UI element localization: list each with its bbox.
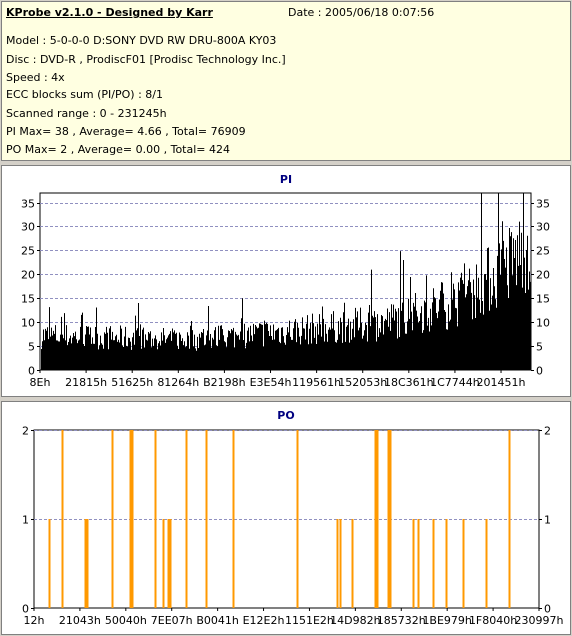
pi-ytick-label-right: 35 xyxy=(536,198,550,211)
po-ytick-label: 0 xyxy=(22,603,29,616)
po-ytick-label: 1 xyxy=(22,514,29,527)
po-ytick-label-right: 1 xyxy=(544,514,551,527)
po-chart-title: PO xyxy=(277,409,294,422)
info-panel: KProbe v2.1.0 - Designed by Karr Date : … xyxy=(1,1,571,161)
pi-ytick-label: 0 xyxy=(28,365,35,378)
pi-xtick-label: 51625h xyxy=(111,376,153,389)
po-xtick-label: 12h xyxy=(24,614,45,627)
po-xtick-label: 230997h xyxy=(515,614,564,627)
pi-xtick-label: E3E54h xyxy=(250,376,292,389)
pi-xtick-label: B2198h xyxy=(203,376,246,389)
pi-ytick-label-right: 5 xyxy=(536,341,543,354)
pi-ytick-label-right: 20 xyxy=(536,269,550,282)
pi-xtick-label: 18C361h xyxy=(384,376,434,389)
pi-ytick-label: 15 xyxy=(21,293,35,306)
scan-date: Date : 2005/06/18 0:07:56 xyxy=(288,6,435,19)
speed-line: Speed : 4x xyxy=(6,71,65,84)
pi-xtick-label: 21815h xyxy=(65,376,107,389)
disc-line: Disc : DVD-R , ProdiscF01 [Prodisc Techn… xyxy=(6,53,286,66)
po-ytick-label-right: 2 xyxy=(544,425,551,438)
po-ytick-label-right: 0 xyxy=(544,603,551,616)
pi-ytick-label: 5 xyxy=(28,341,35,354)
pi-chart-title: PI xyxy=(280,173,292,186)
po-xtick-label: 1F8040h xyxy=(469,614,517,627)
pi-ytick-label: 30 xyxy=(21,221,35,234)
pi-ytick-label: 25 xyxy=(21,245,35,258)
pi-ytick-label-right: 25 xyxy=(536,245,550,258)
po-xtick-label: E12E2h xyxy=(243,614,285,627)
po-xtick-label: 7EE07h xyxy=(151,614,193,627)
pi-ytick-label-right: 0 xyxy=(536,365,543,378)
pi-xtick-label: 81264h xyxy=(157,376,199,389)
pi-ytick-label-right: 15 xyxy=(536,293,550,306)
range-line: Scanned range : 0 - 231245h xyxy=(6,107,167,120)
po-ytick-label: 2 xyxy=(22,425,29,438)
po-chart: PO 0 0 1 1 2 2 12h 21043h 50040h 7EE07h B0041h E12E… xyxy=(22,409,564,627)
pi-xtick-label: 1C7744h xyxy=(430,376,480,389)
po-summary-line: PO Max= 2 , Average= 0.00 , Total= 424 xyxy=(6,143,230,156)
po-xtick-label: 14D982h xyxy=(330,614,380,627)
pi-xtick-label: 201451h xyxy=(477,376,526,389)
pi-chart-panel: PI 0 0 5 5 10 10 15 15 20 20 25 25 30 30 35 35 8Eh 21815h… xyxy=(1,165,571,397)
po-xtick-label: 1151E2h xyxy=(285,614,334,627)
po-xtick-label: B0041h xyxy=(196,614,239,627)
po-xtick-label: 21043h xyxy=(59,614,101,627)
pi-xtick-label: 8Eh xyxy=(30,376,51,389)
model-line: Model : 5-0-0-0 D:SONY DVD RW DRU-800A K… xyxy=(6,34,277,47)
pi-ytick-label-right: 30 xyxy=(536,221,550,234)
po-xtick-label: 1BE979h xyxy=(422,614,471,627)
pi-ytick-label: 20 xyxy=(21,269,35,282)
pi-ytick-label: 10 xyxy=(21,317,35,330)
pi-ytick-label: 35 xyxy=(21,198,35,211)
pi-summary-line: PI Max= 38 , Average= 4.66 , Total= 7690… xyxy=(6,125,246,138)
po-xtick-label: 185732h xyxy=(377,614,426,627)
app-title: KProbe v2.1.0 - Designed by Karr xyxy=(6,6,213,19)
po-xtick-label: 50040h xyxy=(105,614,147,627)
pi-xtick-label: 152053h xyxy=(338,376,387,389)
po-chart-panel: PO 0 0 1 1 2 2 12h 21043h 50040h 7EE07h B0041h E12E… xyxy=(1,401,571,635)
ecc-line: ECC blocks sum (PI/PO) : 8/1 xyxy=(6,88,163,101)
pi-xtick-label: 119561h xyxy=(292,376,341,389)
pi-ytick-label-right: 10 xyxy=(536,317,550,330)
pi-chart: PI 0 0 5 5 10 10 15 15 20 20 25 25 30 30 35 35 8Eh 21815h… xyxy=(21,173,550,389)
